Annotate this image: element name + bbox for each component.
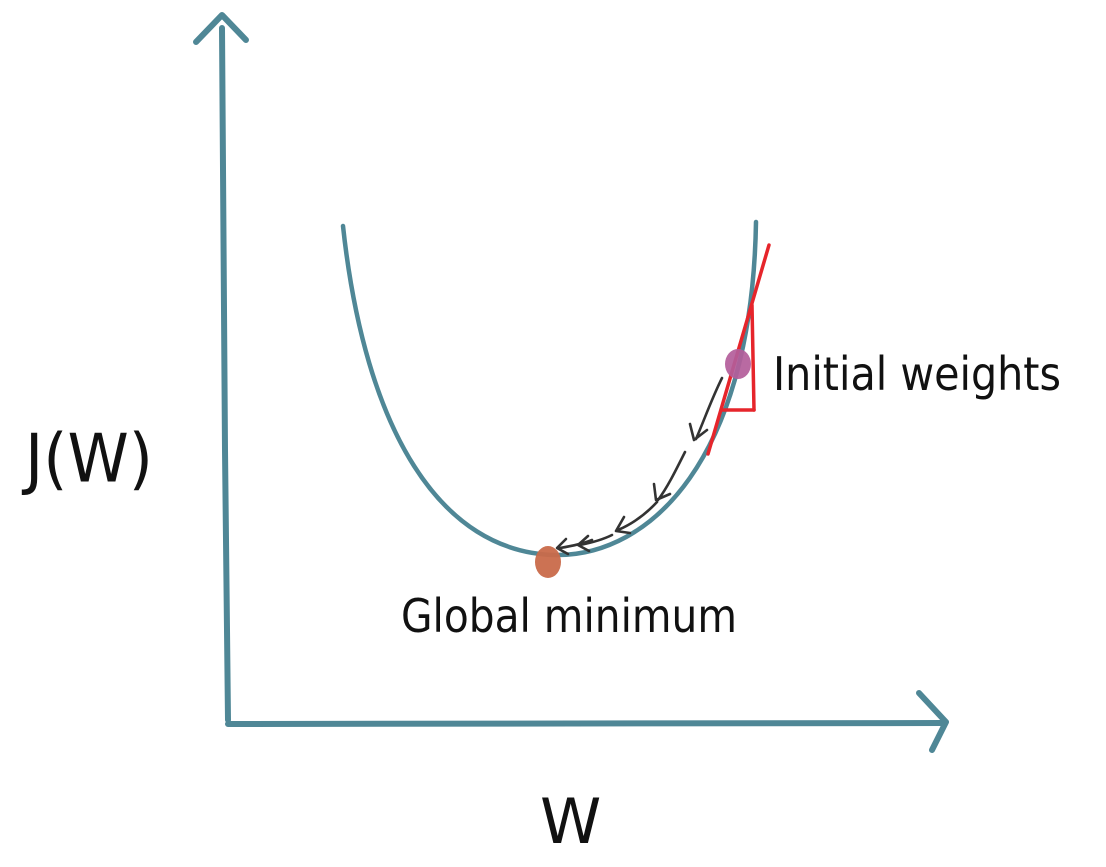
y-axis-line <box>219 25 231 723</box>
initial-weights-label: Initial weights <box>773 347 1061 401</box>
x-axis-label: W <box>540 785 601 858</box>
y-axis-label: J(W) <box>21 420 153 498</box>
global-minimum-point <box>535 546 561 578</box>
step-arrow <box>614 500 659 535</box>
step-arrow <box>688 376 724 442</box>
x-axis <box>225 690 949 753</box>
step-arrow <box>652 450 687 502</box>
descent-steps <box>555 376 724 556</box>
step-arrow <box>555 537 594 556</box>
y-axis-arrowhead-icon <box>193 12 249 45</box>
step-arrow-head-icon <box>614 515 632 535</box>
step-arrow-shaft <box>616 500 659 532</box>
initial-weights-point <box>725 349 751 379</box>
x-axis-arrowhead-icon <box>916 690 949 753</box>
global-minimum-label: Global minimum <box>401 589 737 643</box>
slope-vertical-leg <box>750 303 756 412</box>
step-arrow-shaft <box>558 538 594 550</box>
step-arrow-head-icon <box>652 482 672 502</box>
step-arrow-head-icon <box>555 537 570 556</box>
cost-curve <box>340 219 759 558</box>
x-axis-line <box>225 720 947 727</box>
y-axis <box>193 12 249 723</box>
step-arrow-shaft <box>694 376 724 441</box>
step-arrow-head-icon <box>688 422 709 442</box>
